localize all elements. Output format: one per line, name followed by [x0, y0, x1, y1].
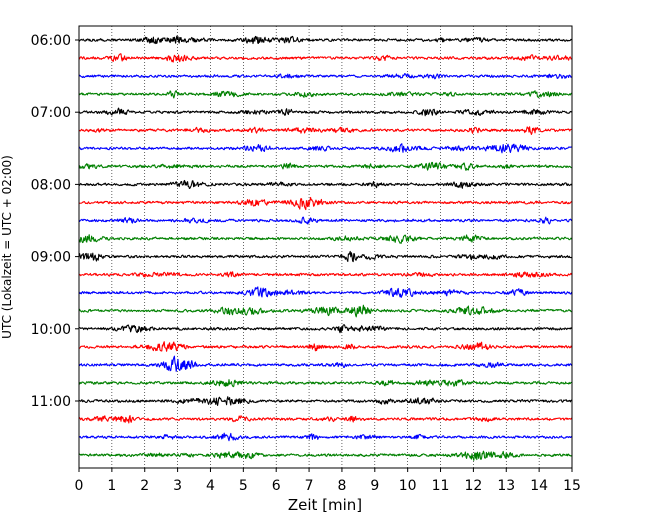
trace-0645: [78, 90, 573, 99]
trace-0900: [78, 250, 572, 263]
plot-frame: [78, 25, 573, 469]
trace-0830: [78, 216, 573, 225]
x-tick-label: 5: [239, 478, 248, 494]
trace-0930: [78, 286, 573, 298]
trace-0730: [78, 143, 572, 154]
y-tick-label: 09:00: [31, 250, 71, 266]
trace-1030: [78, 355, 573, 372]
trace-1115: [78, 414, 573, 424]
x-axis: 0 1 2 3 4 5 6 7 8 9 10 11 12 13 14 15: [75, 468, 581, 494]
x-tick-label: 7: [305, 478, 314, 494]
x-tick-label: 13: [497, 478, 515, 494]
trace-0745: [78, 161, 572, 171]
y-tick-label: 06:00: [31, 33, 71, 49]
trace-0630: [78, 72, 573, 80]
trace-layer: [78, 35, 573, 461]
x-tick-label: 11: [432, 478, 450, 494]
x-tick-label: 15: [563, 478, 581, 494]
trace-0815: [78, 196, 572, 211]
x-tick-label: 2: [140, 478, 149, 494]
trace-1130: [78, 432, 573, 442]
x-tick-label: 3: [173, 478, 182, 494]
trace-0945: [78, 304, 572, 318]
trace-1145: [78, 450, 572, 461]
x-tick-label: 0: [75, 478, 84, 494]
x-tick-label: 8: [337, 478, 346, 494]
trace-0615: [78, 53, 572, 63]
y-tick-label: 10:00: [31, 322, 71, 338]
y-axis: 06:00 07:00 08:00 09:00 10:00 11:00: [31, 33, 79, 410]
trace-1045: [78, 379, 572, 388]
trace-1100: [78, 396, 573, 406]
trace-0600: [78, 35, 573, 45]
x-tick-label: 6: [272, 478, 281, 494]
y-tick-label: 07:00: [31, 105, 71, 121]
x-tick-label: 10: [399, 478, 417, 494]
x-tick-label: 9: [370, 478, 379, 494]
y-tick-label: 11:00: [31, 394, 71, 410]
x-tick-label: 4: [206, 478, 215, 494]
y-axis-label: UTC (Lokalzeit = UTC + 02:00): [0, 155, 14, 339]
x-tick-label: 12: [464, 478, 482, 494]
trace-0715: [78, 126, 572, 136]
x-tick-label: 1: [107, 478, 116, 494]
y-tick-label: 08:00: [31, 177, 71, 193]
trace-1000: [78, 324, 573, 334]
x-tick-label: 14: [530, 478, 548, 494]
trace-1015: [78, 341, 573, 352]
trace-0700: [78, 107, 572, 117]
trace-0845: [78, 234, 573, 244]
trace-0800: [78, 179, 573, 190]
x-axis-label: Zeit [min]: [288, 496, 362, 514]
trace-0915: [78, 271, 573, 278]
